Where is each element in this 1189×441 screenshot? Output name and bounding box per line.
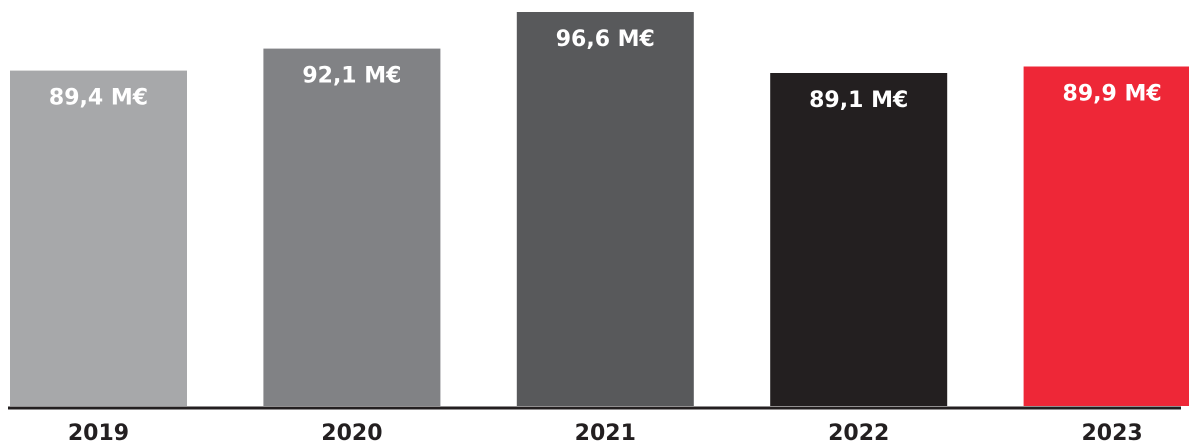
x-tick-label-2021: 2021: [575, 421, 636, 441]
x-tick-labels-layer: 2019 2020 2021 2022 2023: [68, 421, 1143, 441]
value-label-2021: 96,6 M€: [556, 27, 655, 52]
x-tick-label-2022: 2022: [828, 421, 889, 441]
bar-2023: [1023, 66, 1189, 406]
value-label-2022: 89,1 M€: [809, 88, 908, 113]
bar-2022: [770, 73, 948, 406]
bar-2020: [263, 48, 441, 406]
value-label-2019: 89,4 M€: [49, 86, 148, 111]
value-label-2023: 89,9 M€: [1063, 82, 1162, 107]
bars-layer: [10, 12, 1189, 406]
value-label-2020: 92,1 M€: [302, 64, 401, 89]
x-tick-label-2020: 2020: [321, 421, 382, 441]
x-tick-label-2023: 2023: [1081, 421, 1142, 441]
bar-2019: [10, 70, 187, 406]
bar-2021: [516, 12, 694, 406]
x-tick-label-2019: 2019: [68, 421, 129, 441]
value-labels-layer: 89,4 M€ 92,1 M€ 96,6 M€ 89,1 M€ 89,9 M€: [49, 27, 1162, 113]
